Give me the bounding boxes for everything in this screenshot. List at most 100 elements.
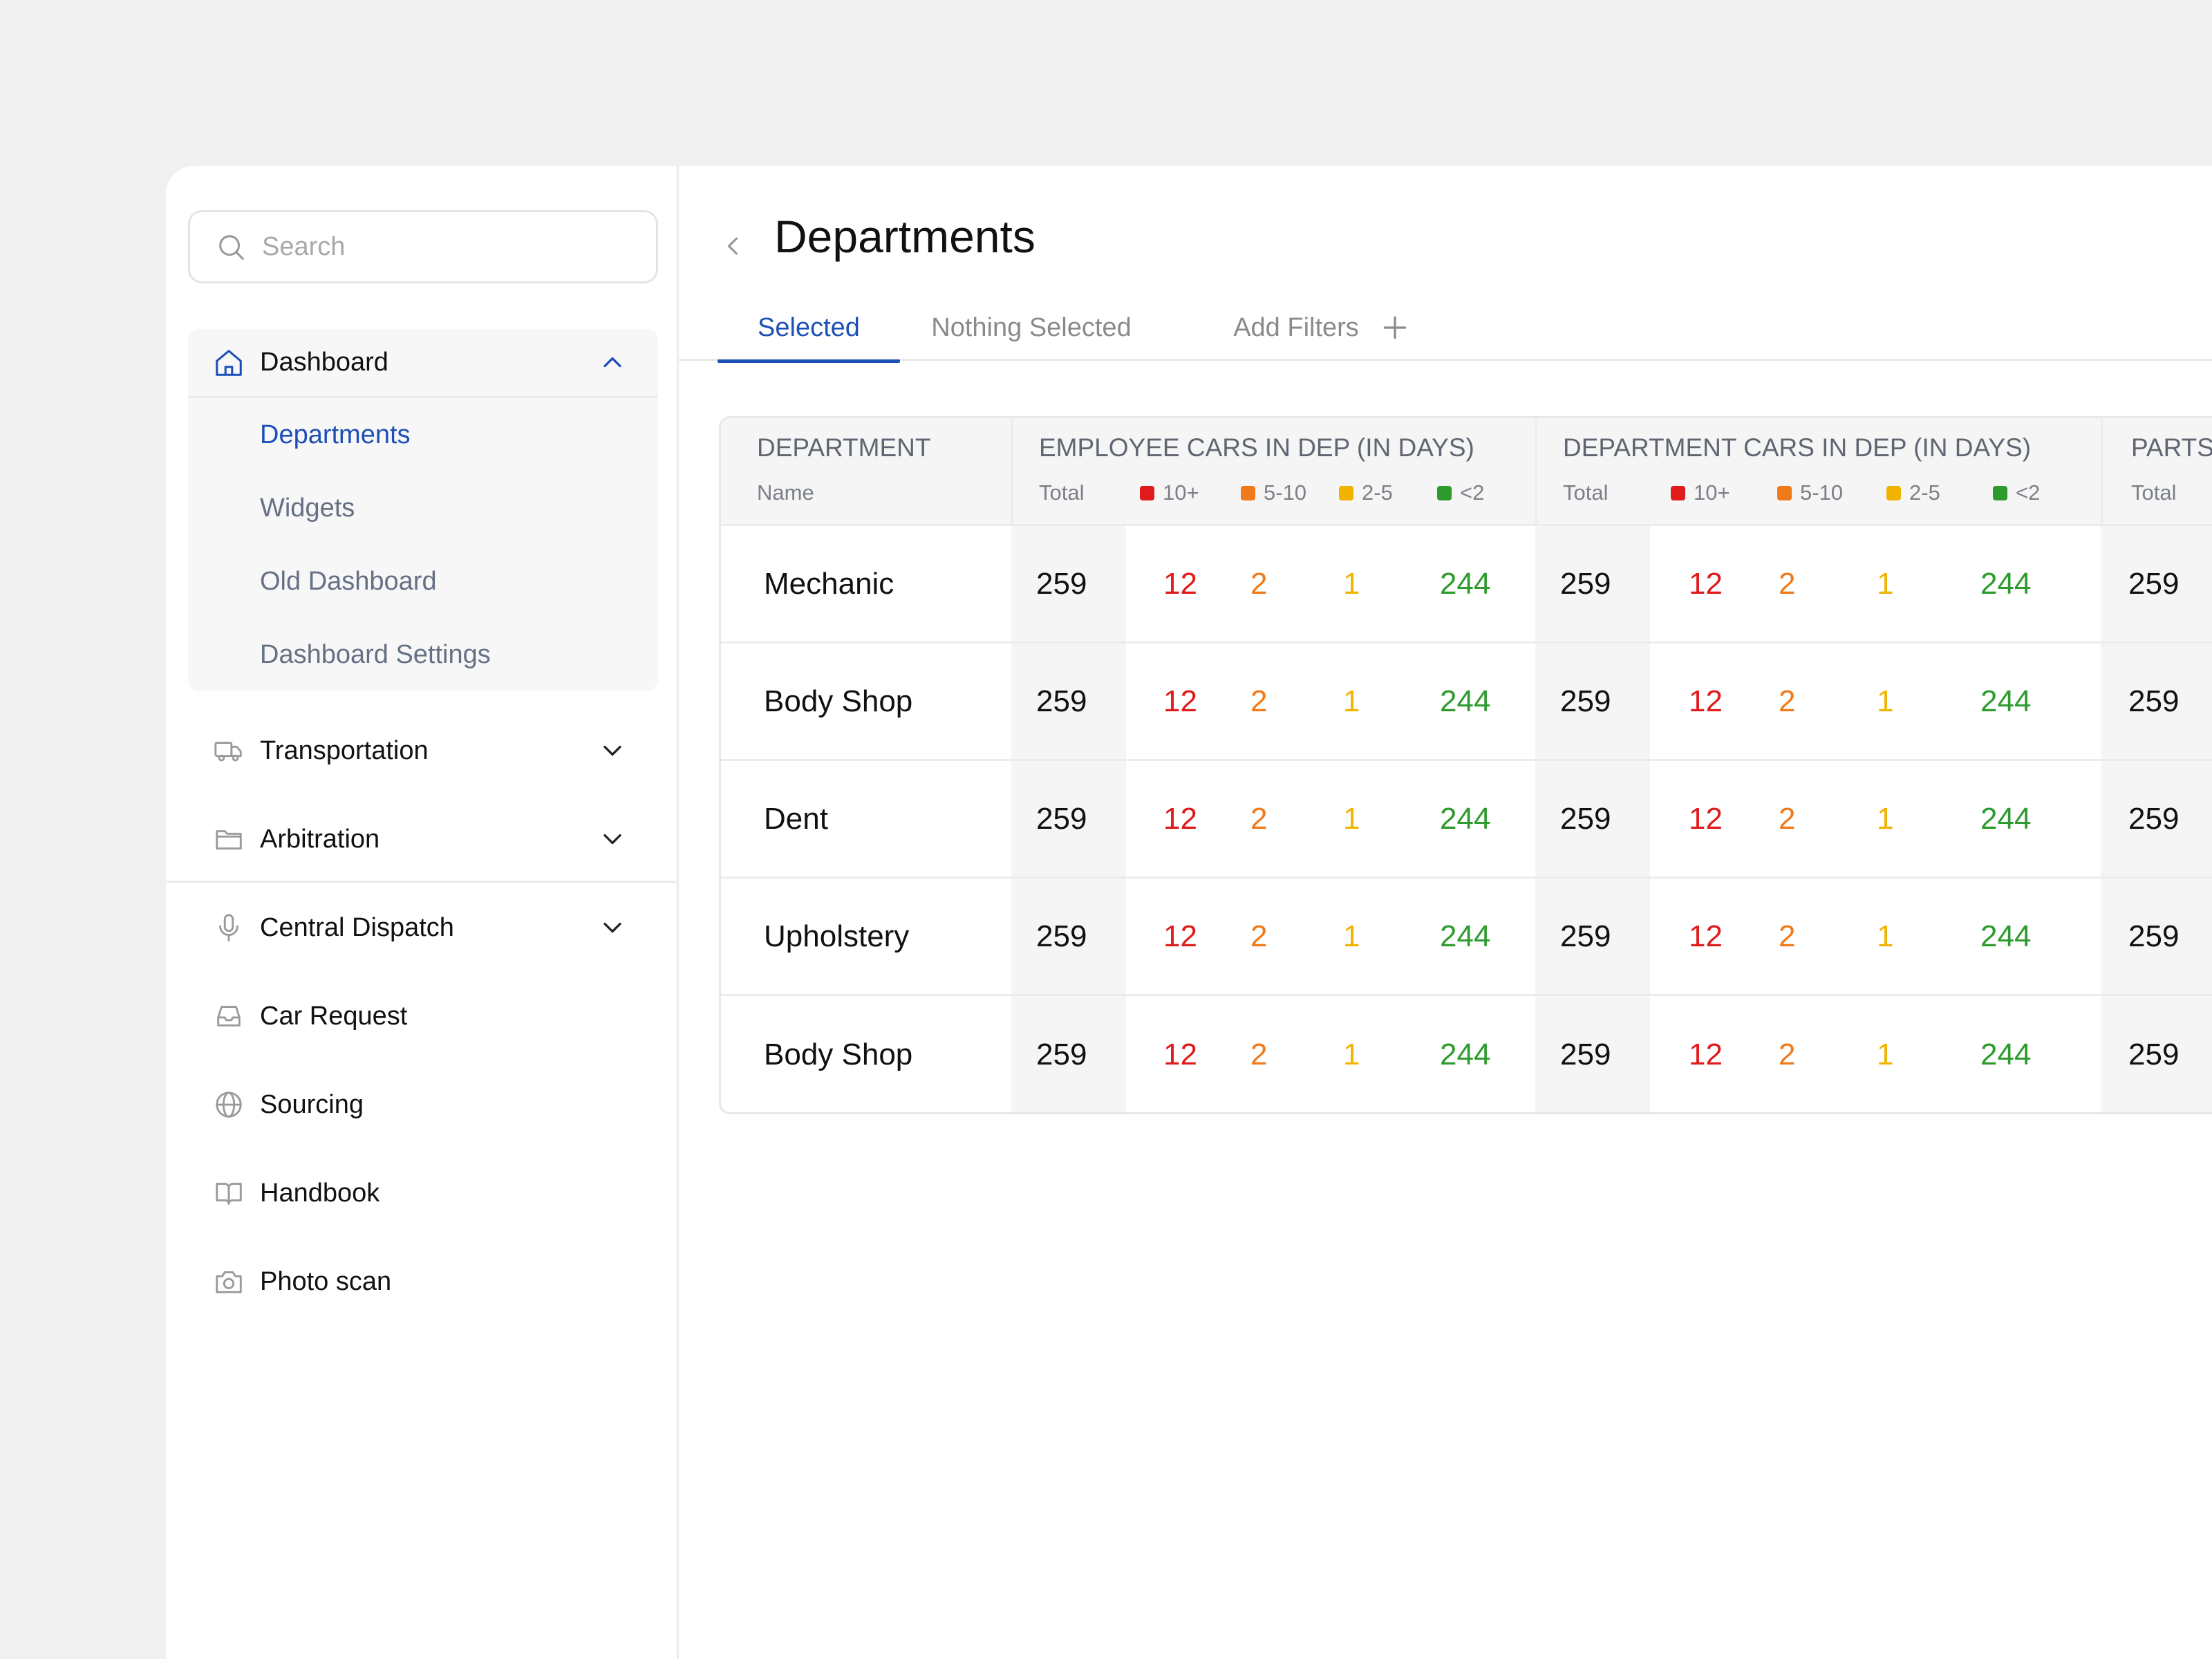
tab-add-filters[interactable]: Add Filters <box>1190 294 1453 361</box>
legend-dot-orange <box>1241 485 1255 500</box>
chevron-left-icon[interactable] <box>718 231 748 261</box>
sidebar: Dashboard Departments Widgets Old Dashbo… <box>166 166 679 1659</box>
tab-bar: Selected Nothing Selected Add Filters <box>679 294 2212 363</box>
department-cars-lt2-cell: 244 <box>1980 801 2032 836</box>
department-name-cell: Upholstery <box>764 919 910 953</box>
chevron-down-icon[interactable] <box>597 824 628 854</box>
sidebar-item-transportation[interactable]: Transportation <box>188 716 658 785</box>
department-cars-10plus-cell: 12 <box>1689 1038 1723 1071</box>
tab-selected[interactable]: Selected <box>718 294 900 363</box>
total-cell-background <box>2101 996 2212 1112</box>
table-row[interactable]: Upholstery 259 12 2 1 244 259 12 2 1 244 259 <box>721 879 2212 996</box>
total-cell-background <box>1535 761 1650 877</box>
department-cars-10plus-cell: 12 <box>1689 684 1723 718</box>
column-group-parts: PARTS <box>2131 433 2212 462</box>
legend-dot-red <box>1671 485 1685 500</box>
table-header: DEPARTMENT Name EMPLOYEE CARS IN DEP (IN… <box>721 418 2212 526</box>
main-content: Departments Selected Nothing Selected Ad… <box>679 166 2212 1659</box>
department-cars-2-5-cell: 1 <box>1877 684 1894 718</box>
sidebar-item-central-dispatch[interactable]: Central Dispatch <box>188 893 658 962</box>
employee-cars-5-10-cell: 2 <box>1250 684 1268 718</box>
home-icon <box>216 349 242 376</box>
employee-cars-total-cell: 259 <box>1036 566 1087 601</box>
legend-dot-orange <box>1777 485 1792 500</box>
tab-nothing-selected[interactable]: Nothing Selected <box>899 294 1164 361</box>
column-subheader-label: 10+ <box>1694 480 1730 505</box>
employee-cars-2-5-cell: 1 <box>1343 801 1360 836</box>
sidebar-item-dashboard[interactable]: Dashboard <box>188 329 658 398</box>
department-name-cell: Dent <box>764 801 828 836</box>
search-box[interactable] <box>188 210 658 283</box>
department-name-cell: Body Shop <box>764 684 913 718</box>
book-icon <box>216 1183 242 1205</box>
column-group-employee-cars: EMPLOYEE CARS IN DEP (IN DAYS) <box>1039 433 1474 462</box>
total-cell-background <box>1535 996 1650 1112</box>
parts-total-cell: 259 <box>2128 684 2180 718</box>
department-cars-lt2-cell: 244 <box>1980 566 2032 601</box>
sidebar-item-handbook[interactable]: Handbook <box>188 1159 658 1228</box>
employee-cars-2-5-cell: 1 <box>1343 566 1360 601</box>
employee-cars-lt2-cell: 244 <box>1440 919 1491 953</box>
department-cars-total-cell: 259 <box>1560 919 1611 953</box>
parts-total-cell: 259 <box>2128 801 2180 836</box>
plus-icon <box>1383 316 1407 339</box>
employee-cars-total-cell: 259 <box>1036 1038 1087 1071</box>
department-cars-10plus-cell: 12 <box>1689 566 1723 601</box>
parts-total-cell: 259 <box>2128 919 2180 953</box>
chevron-down-icon[interactable] <box>597 912 628 943</box>
column-header-department: DEPARTMENT <box>757 433 931 462</box>
employee-cars-5-10-cell: 2 <box>1250 1038 1268 1071</box>
department-cars-10plus-cell: 12 <box>1689 919 1723 953</box>
employee-cars-10plus-cell: 12 <box>1163 1038 1197 1071</box>
column-subheader-label: 2-5 <box>1362 480 1393 505</box>
sidebar-item-photo-scan[interactable]: Photo scan <box>188 1247 658 1316</box>
sidebar-item-arbitration[interactable]: Arbitration <box>188 805 658 874</box>
employee-cars-2-5-cell: 1 <box>1343 684 1360 718</box>
total-cell-background <box>1011 996 1126 1112</box>
table-row[interactable]: Dent 259 12 2 1 244 259 12 2 1 244 259 <box>721 761 2212 879</box>
dashboard-group: Dashboard Departments Widgets Old Dashbo… <box>188 329 658 691</box>
truck-icon <box>214 742 242 762</box>
table-row[interactable]: Mechanic 259 12 2 1 244 259 12 2 1 244 259 <box>721 526 2212 644</box>
employee-cars-2-5-cell: 1 <box>1343 1038 1360 1071</box>
parts-total-cell: 259 <box>2128 566 2180 601</box>
folder-icon <box>216 830 242 850</box>
departments-table: DEPARTMENT Name EMPLOYEE CARS IN DEP (IN… <box>719 416 2212 1114</box>
sidebar-subitem-departments[interactable]: Departments <box>260 420 411 449</box>
sidebar-subitem-dashboard-settings[interactable]: Dashboard Settings <box>260 639 491 669</box>
employee-cars-lt2-cell: 244 <box>1440 684 1491 718</box>
chevron-down-icon[interactable] <box>597 735 628 766</box>
sidebar-item-label: Sourcing <box>260 1089 364 1119</box>
sidebar-item-label: Dashboard <box>260 348 388 377</box>
column-subheader-label: <2 <box>2016 480 2041 505</box>
sidebar-subitem-old-dashboard[interactable]: Old Dashboard <box>260 566 437 596</box>
sidebar-item-label: Car Request <box>260 1001 408 1031</box>
department-cars-5-10-cell: 2 <box>1779 566 1796 601</box>
column-subheader-label: <2 <box>1460 480 1485 505</box>
tab-label: Add Filters <box>1233 312 1359 342</box>
employee-cars-2-5-cell: 1 <box>1343 919 1360 953</box>
camera-icon <box>216 1271 242 1293</box>
sidebar-item-car-request[interactable]: Car Request <box>188 982 658 1051</box>
sidebar-item-sourcing[interactable]: Sourcing <box>188 1070 658 1139</box>
employee-cars-lt2-cell: 244 <box>1440 1038 1491 1071</box>
department-cars-lt2-cell: 244 <box>1980 919 2032 953</box>
globe-icon <box>216 1091 242 1118</box>
department-cars-lt2-cell: 244 <box>1980 1038 2032 1071</box>
column-group-department-cars: DEPARTMENT CARS IN DEP (IN DAYS) <box>1563 433 2032 462</box>
table-row[interactable]: Body Shop 259 12 2 1 244 259 12 2 1 244 259 <box>721 644 2212 761</box>
legend-dot-green <box>1993 485 2007 500</box>
sidebar-subitem-widgets[interactable]: Widgets <box>260 493 355 523</box>
department-cars-lt2-cell: 244 <box>1980 684 2032 718</box>
department-name-cell: Body Shop <box>764 1038 913 1071</box>
legend-dot-yellow <box>1339 485 1353 500</box>
column-subheader-10plus: 10+ <box>1671 480 1730 505</box>
employee-cars-total-cell: 259 <box>1036 919 1087 953</box>
chevron-up-icon[interactable] <box>597 347 628 377</box>
employee-cars-10plus-cell: 12 <box>1163 566 1197 601</box>
department-cars-10plus-cell: 12 <box>1689 801 1723 836</box>
employee-cars-10plus-cell: 12 <box>1163 684 1197 718</box>
search-input[interactable] <box>262 232 649 262</box>
sidebar-item-label: Photo scan <box>260 1266 392 1296</box>
table-row[interactable]: Body Shop 259 12 2 1 244 259 12 2 1 244 259 <box>721 996 2212 1112</box>
